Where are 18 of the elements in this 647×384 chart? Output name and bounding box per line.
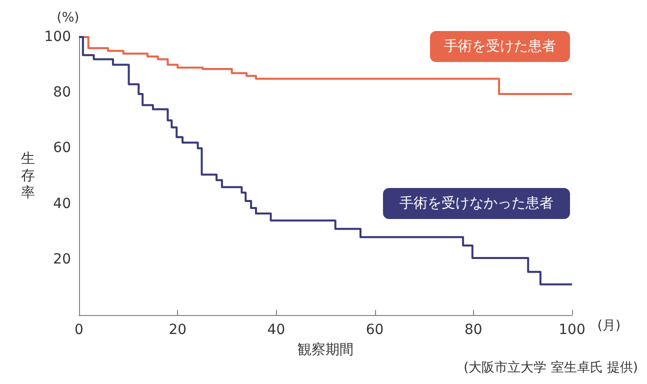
text: (月) [597,318,621,334]
x-tick-label: 20 [168,322,187,338]
y-tick-label: 100 [44,29,71,45]
x-axis-title: 観察期間 [298,342,354,358]
series-label: 手術を受けなかった患者 [400,196,554,212]
text: (大阪市立大学 室生卓氏 提供) [464,360,638,376]
y-tick-label: 20 [53,251,71,268]
y-axis-title: 生存率 [21,151,35,201]
series-label: 手術を受けた患者 [444,38,556,54]
y-tick-label: 60 [53,140,71,156]
x-tick-label: 60 [366,322,384,338]
x-tick-label: 0 [74,322,84,338]
x-tick-label: 40 [267,322,286,338]
x-tick-label: 100 [558,322,586,338]
y-tick-label: 80 [53,84,71,101]
x-tick-label: 80 [464,322,482,338]
text: (%) [56,10,80,26]
y-tick-label: 40 [53,196,71,212]
